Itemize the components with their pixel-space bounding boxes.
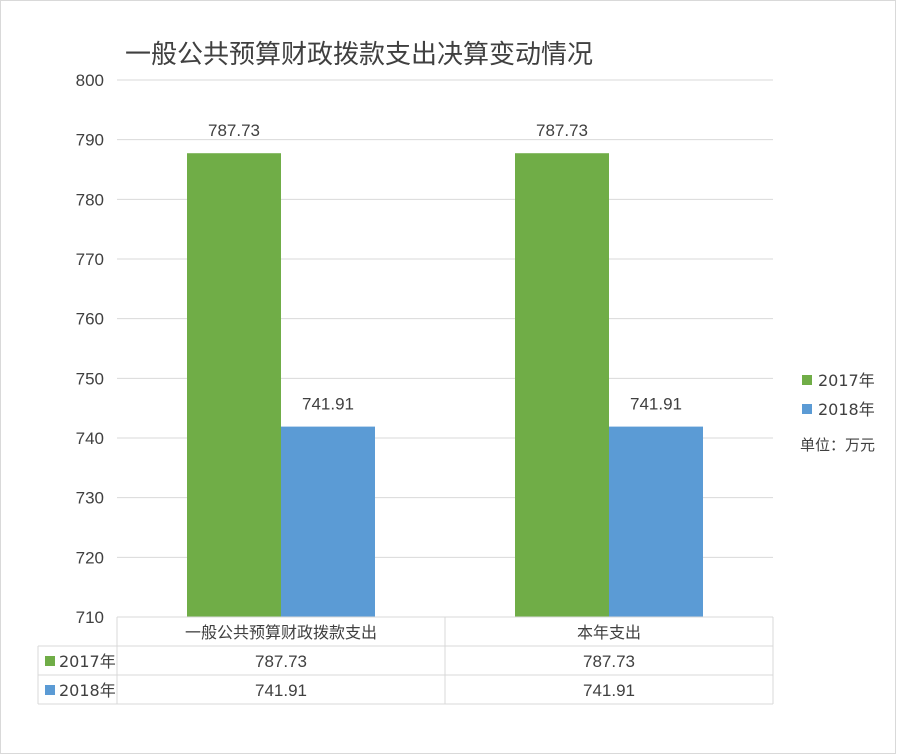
y-tick-label: 730 [76, 489, 104, 508]
y-axis-ticks: 710 720 730 740 750 760 770 780 790 800 [76, 71, 104, 627]
y-tick-label: 750 [76, 369, 104, 388]
y-tick-label: 800 [76, 71, 104, 90]
data-labels: 787.73 741.91 787.73 741.91 [208, 121, 682, 413]
legend-label: 2018年 [818, 400, 875, 419]
y-tick-label: 740 [76, 429, 104, 448]
legend-swatch [802, 404, 812, 414]
chart-title: 一般公共预算财政拨款支出决算变动情况 [125, 40, 593, 70]
y-tick-label: 780 [76, 190, 104, 209]
y-tick-label: 720 [76, 548, 104, 567]
table-series-key [45, 656, 55, 666]
data-label: 787.73 [536, 121, 588, 140]
y-tick-label: 770 [76, 250, 104, 269]
data-label: 741.91 [630, 395, 682, 414]
y-tick-label: 760 [76, 310, 104, 329]
legend-swatch [802, 375, 812, 385]
category-label: 本年支出 [577, 623, 641, 642]
legend: 2017年 2018年 [802, 371, 875, 419]
bar-2018年 [281, 426, 375, 617]
y-tick-label: 710 [76, 608, 104, 627]
category-label: 一般公共预算财政拨款支出 [185, 623, 377, 642]
table-series-name: 2018年 [59, 681, 116, 700]
table-cell: 741.91 [583, 681, 635, 700]
table-series-key [45, 685, 55, 695]
legend-label: 2017年 [818, 371, 875, 390]
table-series-name: 2017年 [59, 652, 116, 671]
bar-2017年 [515, 153, 609, 617]
table-cell: 787.73 [583, 652, 635, 671]
bars [187, 153, 703, 617]
y-tick-label: 790 [76, 131, 104, 150]
bar-2018年 [609, 426, 703, 617]
table-cell: 741.91 [255, 681, 307, 700]
table-cell: 787.73 [255, 652, 307, 671]
unit-note: 单位：万元 [800, 436, 875, 454]
data-table: 一般公共预算财政拨款支出 本年支出 2017年 787.73 787.73 2018年 74… [37, 616, 774, 705]
data-label: 741.91 [302, 395, 354, 414]
bar-2017年 [187, 153, 281, 617]
data-label: 787.73 [208, 121, 260, 140]
